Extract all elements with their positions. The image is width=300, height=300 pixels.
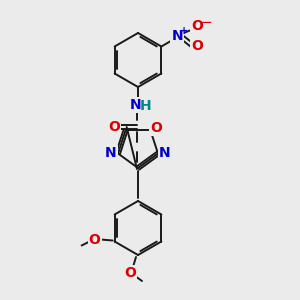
Text: N: N (105, 146, 117, 161)
Text: N: N (172, 29, 183, 44)
Text: O: O (89, 232, 100, 247)
Text: O: O (191, 40, 203, 53)
Text: −: − (199, 15, 212, 30)
Text: O: O (108, 120, 120, 134)
Text: +: + (180, 26, 188, 37)
Text: N: N (159, 146, 171, 161)
Text: H: H (140, 99, 152, 113)
Text: O: O (124, 266, 136, 280)
Text: O: O (150, 121, 162, 135)
Text: O: O (191, 20, 203, 34)
Text: N: N (130, 98, 142, 112)
